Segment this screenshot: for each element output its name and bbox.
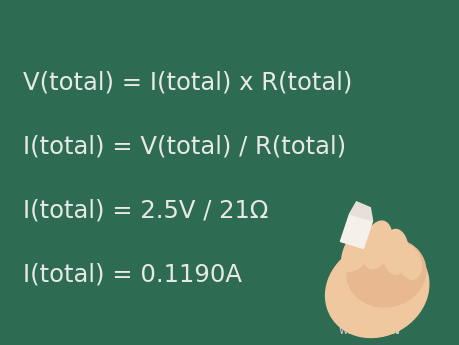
Polygon shape	[340, 214, 372, 248]
Polygon shape	[349, 202, 372, 221]
Ellipse shape	[382, 229, 408, 274]
Text: V(total) = I(total) x R(total): V(total) = I(total) x R(total)	[23, 71, 352, 95]
Ellipse shape	[347, 238, 425, 307]
Text: I(total) = 0.1190A: I(total) = 0.1190A	[23, 262, 241, 286]
Text: I(total) = 2.5V / 21Ω: I(total) = 2.5V / 21Ω	[23, 198, 268, 223]
Text: How: How	[372, 324, 400, 337]
Ellipse shape	[325, 242, 428, 337]
Text: wiki: wiki	[337, 324, 361, 337]
Text: I(total) = V(total) / R(total): I(total) = V(total) / R(total)	[23, 135, 345, 159]
Ellipse shape	[341, 225, 375, 272]
Ellipse shape	[397, 245, 420, 279]
Ellipse shape	[362, 221, 391, 269]
